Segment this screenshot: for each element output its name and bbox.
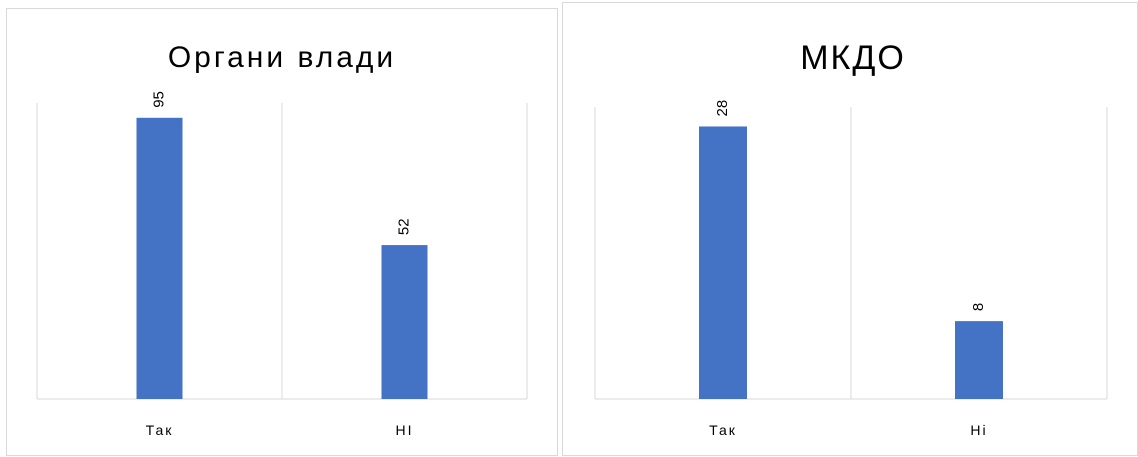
category-label: НІ xyxy=(396,422,414,438)
category-label: Так xyxy=(146,422,174,438)
chart-title: МКДО xyxy=(800,39,906,77)
data-label: 95 xyxy=(150,91,167,108)
bar-mkdo-2 xyxy=(955,321,1003,399)
bar-organy-vlady-2 xyxy=(381,245,428,399)
chart-panel-mkdo: МКДО 28 Так 8 Ні xyxy=(562,2,1138,456)
data-label: 28 xyxy=(714,100,731,117)
category-label: Так xyxy=(709,422,737,438)
chart-title: Органи влади xyxy=(168,41,396,74)
bar-organy-vlady-1 xyxy=(136,117,183,400)
chart-panel-organy-vlady: Органи влади 95 Так 52 НІ xyxy=(6,8,558,456)
data-label: 8 xyxy=(970,303,987,311)
bar-chart-mkdo: МКДО 28 Так 8 Ні xyxy=(594,39,1108,438)
data-label: 52 xyxy=(395,218,412,235)
category-label: Ні xyxy=(970,422,987,438)
bar-mkdo-1 xyxy=(699,126,747,399)
